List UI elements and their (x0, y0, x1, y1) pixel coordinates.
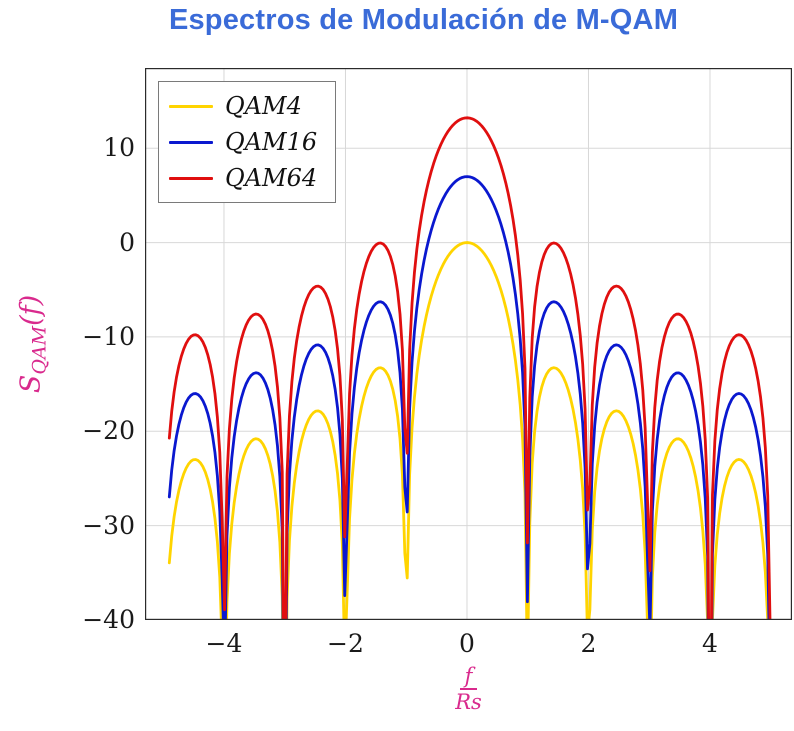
legend-line-qam64 (169, 176, 213, 180)
x-tick-label: 4 (702, 629, 718, 658)
x-tick-label: 2 (580, 629, 597, 658)
y-axis-label: SQAM(f) (15, 295, 50, 393)
y-tick-label: 10 (103, 133, 135, 163)
legend-label-qam64: QAM64 (225, 164, 318, 192)
y-axis-label-argument: (f) (15, 294, 47, 326)
x-tick-label: 0 (459, 629, 475, 658)
legend-line-qam4 (169, 104, 213, 108)
legend-item-qam16: QAM16 (169, 126, 317, 158)
y-tick-label: −10 (82, 321, 135, 351)
legend-item-qam64: QAM64 (169, 162, 317, 194)
x-tick-label: −4 (205, 629, 243, 658)
x-tick-label: −2 (327, 629, 364, 658)
x-axis-label-denominator: Rs (455, 690, 482, 715)
y-axis-label-base: S (15, 374, 47, 394)
legend-line-qam16 (169, 140, 213, 144)
y-tick-label: −30 (82, 510, 135, 540)
y-tick-label: −20 (82, 416, 135, 446)
legend-item-qam4: QAM4 (169, 90, 317, 122)
x-axis-label-numerator: f (459, 664, 478, 691)
chart-legend: QAM4 QAM16 QAM64 (158, 81, 337, 203)
legend-label-qam16: QAM16 (225, 128, 318, 156)
legend-label-qam4: QAM4 (225, 92, 302, 120)
x-axis-label-fraction: f Rs (453, 664, 484, 714)
chart-title: Espectros de Modulación de M-QAM (168, 4, 679, 36)
y-tick-label: 0 (119, 227, 135, 257)
x-axis-label: f Rs (145, 664, 792, 714)
y-axis-label-subscript: QAM (28, 325, 51, 375)
y-tick-label: −40 (82, 605, 135, 634)
